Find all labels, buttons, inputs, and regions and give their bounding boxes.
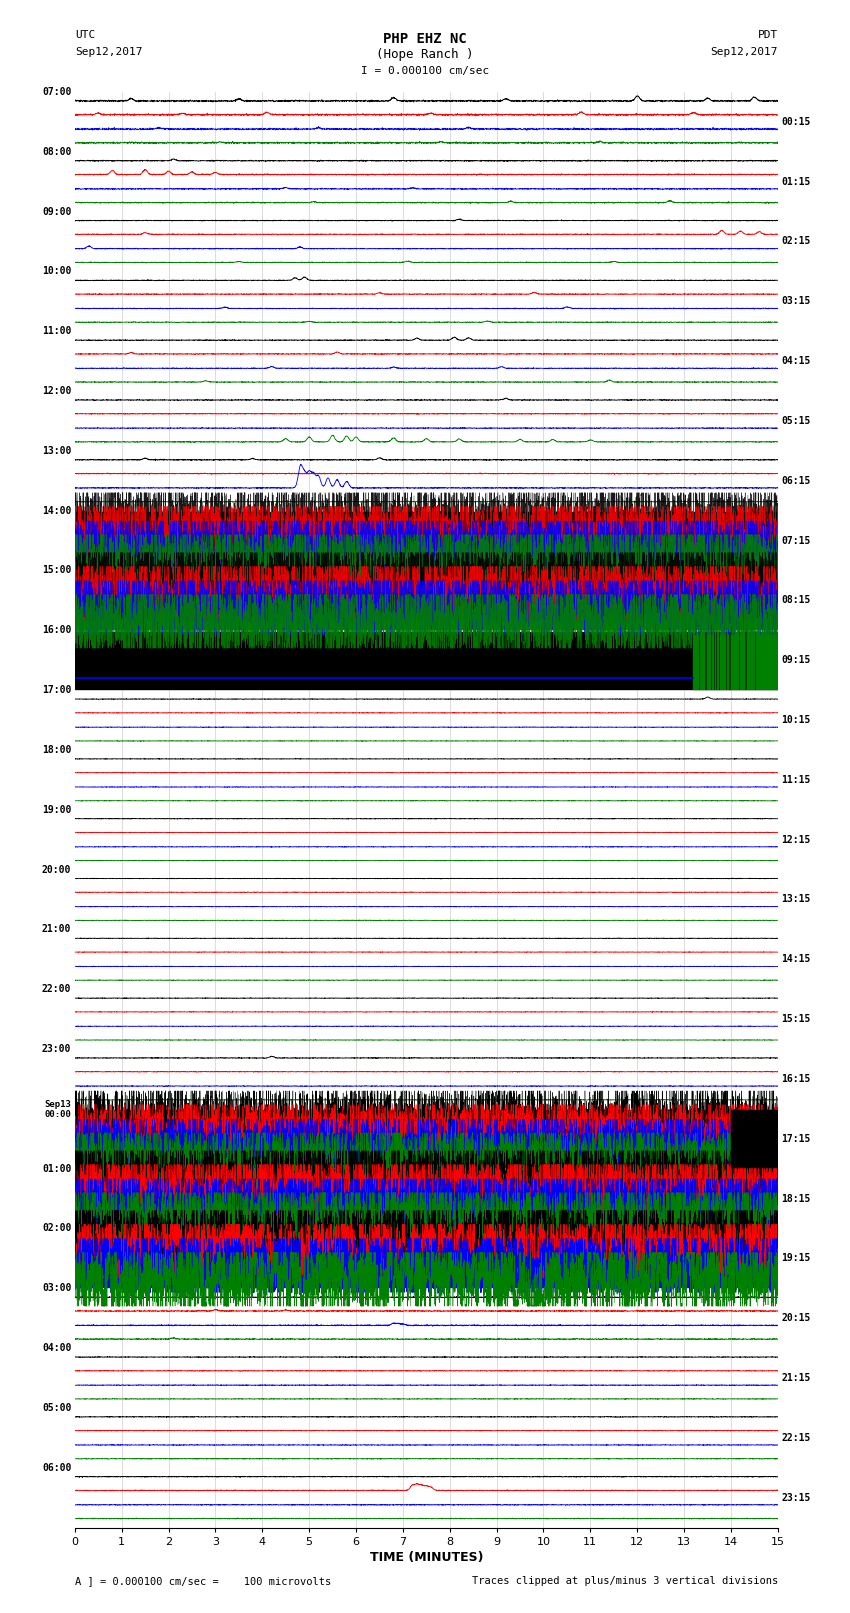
- Text: 01:15: 01:15: [781, 177, 811, 187]
- Text: 20:00: 20:00: [42, 865, 71, 874]
- Text: 19:15: 19:15: [781, 1253, 811, 1263]
- Text: 18:15: 18:15: [781, 1194, 811, 1203]
- Bar: [75, 1153, 778, 1168]
- Bar: [75, 540, 778, 555]
- Text: 13:00: 13:00: [42, 445, 71, 456]
- Text: 17:15: 17:15: [781, 1134, 811, 1144]
- Text: 09:00: 09:00: [42, 206, 71, 216]
- Text: PHP EHZ NC: PHP EHZ NC: [383, 32, 467, 45]
- Text: 05:00: 05:00: [42, 1403, 71, 1413]
- Bar: [694, 632, 778, 689]
- Bar: [75, 1258, 778, 1273]
- Text: 17:00: 17:00: [42, 686, 71, 695]
- Text: I = 0.000100 cm/sec: I = 0.000100 cm/sec: [361, 66, 489, 76]
- Bar: [75, 1110, 778, 1124]
- Text: 07:15: 07:15: [781, 536, 811, 545]
- Text: 12:15: 12:15: [781, 834, 811, 845]
- Text: 16:15: 16:15: [781, 1074, 811, 1084]
- Text: 09:15: 09:15: [781, 655, 811, 665]
- Bar: [75, 526, 778, 540]
- Text: Sep13: Sep13: [44, 1100, 71, 1108]
- Text: 20:15: 20:15: [781, 1313, 811, 1323]
- X-axis label: TIME (MINUTES): TIME (MINUTES): [370, 1550, 483, 1563]
- Text: Sep12,2017: Sep12,2017: [711, 47, 778, 56]
- Bar: [75, 1231, 778, 1258]
- Text: 12:00: 12:00: [42, 386, 71, 397]
- Text: UTC: UTC: [75, 31, 95, 40]
- Text: 21:15: 21:15: [781, 1373, 811, 1382]
- Text: PDT: PDT: [757, 31, 778, 40]
- Text: 23:15: 23:15: [781, 1492, 811, 1503]
- Text: 10:15: 10:15: [781, 715, 811, 724]
- Text: 02:15: 02:15: [781, 237, 811, 247]
- Bar: [75, 1124, 778, 1139]
- Text: 00:00: 00:00: [44, 1110, 71, 1119]
- Text: 14:00: 14:00: [42, 505, 71, 516]
- Text: 02:00: 02:00: [42, 1223, 71, 1234]
- Bar: [75, 513, 778, 526]
- Text: 08:15: 08:15: [781, 595, 811, 605]
- Text: 03:15: 03:15: [781, 297, 811, 306]
- Text: 01:00: 01:00: [42, 1163, 71, 1174]
- Text: A ] = 0.000100 cm/sec =    100 microvolts: A ] = 0.000100 cm/sec = 100 microvolts: [75, 1576, 331, 1586]
- Text: 16:00: 16:00: [42, 626, 71, 636]
- Text: 11:00: 11:00: [42, 326, 71, 336]
- Text: (Hope Ranch ): (Hope Ranch ): [377, 48, 473, 61]
- Text: 13:15: 13:15: [781, 895, 811, 905]
- Bar: [75, 573, 778, 584]
- Text: 04:00: 04:00: [42, 1344, 71, 1353]
- Bar: [75, 1210, 778, 1227]
- Text: 19:00: 19:00: [42, 805, 71, 815]
- Text: Sep12,2017: Sep12,2017: [75, 47, 142, 56]
- Bar: [75, 1194, 778, 1210]
- Bar: [75, 1169, 778, 1194]
- Text: 11:15: 11:15: [781, 774, 811, 786]
- Bar: [75, 1273, 778, 1287]
- Text: 03:00: 03:00: [42, 1284, 71, 1294]
- Bar: [75, 555, 778, 569]
- Text: 05:15: 05:15: [781, 416, 811, 426]
- Text: 14:15: 14:15: [781, 955, 811, 965]
- Text: 08:00: 08:00: [42, 147, 71, 156]
- Text: 22:15: 22:15: [781, 1432, 811, 1442]
- Text: 06:00: 06:00: [42, 1463, 71, 1473]
- Text: Traces clipped at plus/minus 3 vertical divisions: Traces clipped at plus/minus 3 vertical …: [472, 1576, 778, 1586]
- Bar: [75, 1139, 778, 1153]
- Text: 04:15: 04:15: [781, 356, 811, 366]
- Bar: [75, 632, 778, 689]
- Bar: [75, 611, 778, 629]
- Text: 06:15: 06:15: [781, 476, 811, 486]
- Text: 07:00: 07:00: [42, 87, 71, 97]
- Bar: [731, 1110, 778, 1168]
- Text: 00:15: 00:15: [781, 116, 811, 127]
- Bar: [75, 584, 778, 597]
- Text: 22:00: 22:00: [42, 984, 71, 994]
- Text: 15:15: 15:15: [781, 1015, 811, 1024]
- Text: 10:00: 10:00: [42, 266, 71, 276]
- Text: 21:00: 21:00: [42, 924, 71, 934]
- Text: 15:00: 15:00: [42, 566, 71, 576]
- Bar: [75, 597, 778, 611]
- Text: 23:00: 23:00: [42, 1044, 71, 1053]
- Text: 18:00: 18:00: [42, 745, 71, 755]
